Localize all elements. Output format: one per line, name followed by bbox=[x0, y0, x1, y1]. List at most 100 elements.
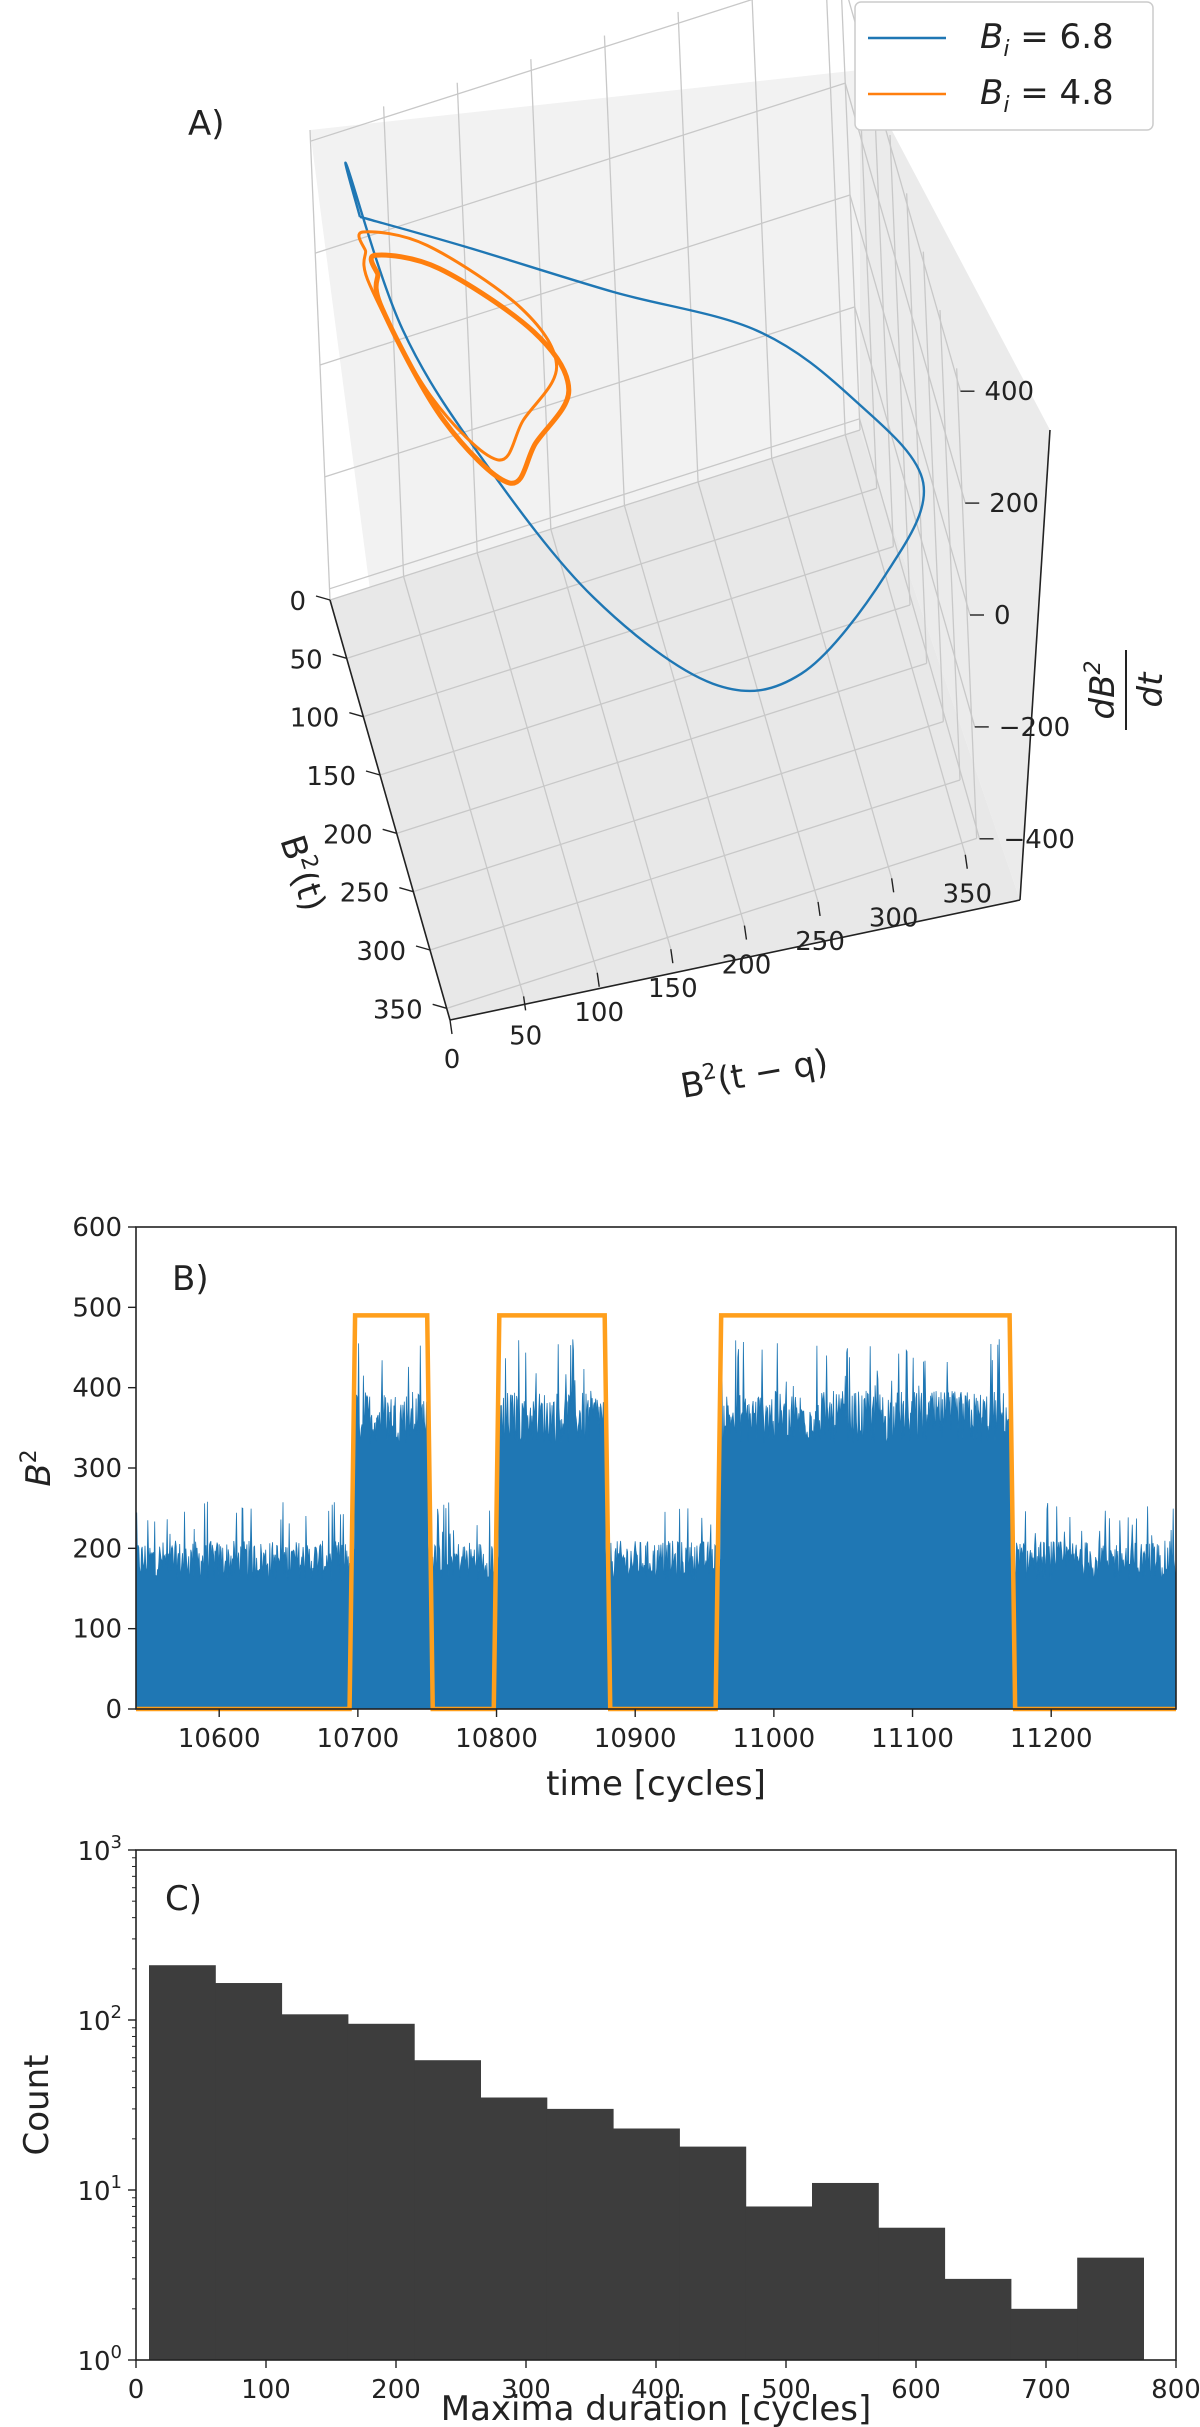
y-tick-label-a: 0 bbox=[444, 1045, 461, 1075]
z-axis-label-a: dB2 dt bbox=[1081, 650, 1171, 730]
grid-floor-x bbox=[446, 837, 977, 1009]
histogram-bar bbox=[480, 2097, 548, 2360]
x-tick-label-c: 400 bbox=[631, 2375, 681, 2405]
y-tick-mark-a bbox=[670, 949, 674, 964]
x-tick-label-a: 200 bbox=[323, 820, 373, 850]
x-tick-label-b: 10700 bbox=[317, 1724, 400, 1754]
x-tick-label-a: 250 bbox=[340, 879, 390, 909]
x-tick-mark-a bbox=[415, 945, 431, 951]
y-tick-label-c: 102 bbox=[77, 2002, 122, 2037]
legend-a-entry-1-sym: B bbox=[980, 17, 1003, 57]
time-series-b2 bbox=[135, 1339, 1177, 1710]
x-tick-label-c: 500 bbox=[761, 2375, 811, 2405]
histogram-bar bbox=[679, 2146, 747, 2360]
z-tick-label-a: −200 bbox=[999, 713, 1070, 743]
ticks-b: 10600 10700 10800 10900 11000 11100 11200 0 100 2… bbox=[72, 1213, 1092, 1754]
y-tick-label-c-exp: 1 bbox=[111, 2172, 122, 2193]
x-tick-label-b: 11000 bbox=[733, 1724, 816, 1754]
y-tick-label-a: 200 bbox=[722, 951, 772, 981]
histogram-bar bbox=[149, 1965, 216, 2360]
x-tick-label-c: 600 bbox=[891, 2375, 941, 2405]
y-tick-label-c-base: 10 bbox=[77, 1837, 110, 1867]
x-tick-label-a: 0 bbox=[289, 587, 306, 617]
x-tick-label-b: 11200 bbox=[1010, 1724, 1093, 1754]
histogram-bar bbox=[281, 2014, 349, 2360]
x-tick-mark-a bbox=[365, 770, 381, 776]
panel-label-c: C) bbox=[165, 1879, 202, 1919]
y-axis-label-a-rest: (t − q) bbox=[714, 1042, 831, 1101]
x-tick-label-b: 11100 bbox=[871, 1724, 954, 1754]
grid-side-x bbox=[922, 251, 944, 722]
y-tick-label-c-exp: 3 bbox=[111, 1832, 122, 1853]
y-tick-mark-a bbox=[449, 1019, 453, 1035]
histogram-bar bbox=[745, 2206, 813, 2360]
x-tick-mark-a bbox=[349, 711, 364, 718]
legend-a: Bi = 6.8 Bi = 4.8 bbox=[854, 1, 1154, 131]
y-tick-label-c-base: 10 bbox=[77, 2347, 110, 2377]
y-axis-line bbox=[449, 899, 1021, 1021]
histogram-bar bbox=[1077, 2257, 1144, 2360]
y-axis-label-a: B2(t − q) bbox=[677, 1040, 831, 1107]
y-tick-label-c-base: 10 bbox=[77, 2007, 110, 2037]
y-tick-mark-a bbox=[596, 972, 600, 987]
x-axis-label-c: Maxima duration [cycles] bbox=[441, 2389, 872, 2427]
grid-side-x bbox=[906, 193, 928, 664]
x-tick-mark-a bbox=[399, 886, 414, 893]
y-axis-label-c: Count bbox=[17, 2055, 57, 2156]
y-tick-label-b: 0 bbox=[105, 1695, 122, 1725]
x-tick-label-a: 50 bbox=[290, 645, 323, 675]
grid-wall-z bbox=[310, 0, 753, 142]
x-tick-label-b: 10900 bbox=[594, 1724, 677, 1754]
panel-label-a: A) bbox=[188, 104, 225, 144]
x-tick-mark-a bbox=[432, 1003, 447, 1010]
y-axis-label-b-base: B bbox=[19, 1463, 59, 1486]
legend-a-entry-2: Bi = 4.8 bbox=[980, 73, 1114, 118]
grid-side-x bbox=[956, 368, 978, 839]
y-tick-mark-a bbox=[522, 996, 527, 1011]
x-tick-label-a: 150 bbox=[306, 762, 356, 792]
y-tick-label-a: 150 bbox=[648, 974, 698, 1004]
z-axis-label-a-num: dB2 bbox=[1081, 661, 1123, 720]
grid-side-x bbox=[841, 0, 861, 431]
legend-a-box bbox=[854, 1, 1154, 131]
z-axis-label-a-num-sup: 2 bbox=[1081, 661, 1106, 675]
panel-label-b: B) bbox=[172, 1259, 209, 1299]
panel-a-3d-plot: 0 50 100 150 200 250 300 350 0 50 100 150 200 250 300 3… bbox=[188, 0, 1171, 1107]
histogram-bar bbox=[347, 2023, 415, 2360]
histogram-bar bbox=[613, 2128, 680, 2360]
grid-side-x bbox=[889, 134, 911, 606]
histogram-bar bbox=[546, 2108, 614, 2360]
grid-3d bbox=[309, 0, 981, 1021]
histogram-bar bbox=[812, 2182, 879, 2360]
y-axis-label-a-sup: 2 bbox=[700, 1059, 718, 1086]
orbit-curve-bi-4-8 bbox=[368, 252, 572, 486]
grid-wall-z bbox=[329, 418, 860, 590]
z-tick-label-a: 0 bbox=[994, 601, 1011, 631]
grid-wall-z bbox=[315, 82, 846, 254]
ticks-3d: 0 50 100 150 200 250 300 350 0 50 100 150 200 250 300 3… bbox=[289, 377, 1074, 1075]
grid-floor-y bbox=[771, 458, 893, 879]
y-tick-label-b: 300 bbox=[72, 1454, 122, 1484]
z-tick-label-a: 400 bbox=[984, 377, 1034, 407]
y-axis-label-b-sup: 2 bbox=[17, 1449, 42, 1463]
grid-floor-y bbox=[844, 434, 966, 855]
z-axis-label-a-den: dt bbox=[1131, 671, 1171, 708]
x-tick-label-a: 350 bbox=[373, 995, 423, 1025]
histogram-bar bbox=[944, 2278, 1012, 2360]
legend-a-entry-1-rest: = 6.8 bbox=[1009, 17, 1113, 57]
y-tick-label-a: 350 bbox=[942, 880, 992, 910]
histogram-bar bbox=[1010, 2308, 1078, 2360]
y-tick-mark-a bbox=[743, 925, 748, 940]
orbit-curve-bi-6-8 bbox=[344, 161, 926, 693]
histogram-bars bbox=[149, 1965, 1144, 2360]
x-tick-mark-a bbox=[332, 653, 347, 660]
histogram-bar bbox=[414, 2060, 481, 2360]
pane-back-wall bbox=[310, 70, 860, 590]
y-tick-label-a: 50 bbox=[509, 1021, 542, 1051]
z-tick-label-a: −400 bbox=[1004, 825, 1075, 855]
x-tick-label-b: 10600 bbox=[178, 1724, 261, 1754]
curves-3d bbox=[344, 161, 926, 693]
x-axis-label-a-rest: (t) bbox=[283, 866, 333, 916]
